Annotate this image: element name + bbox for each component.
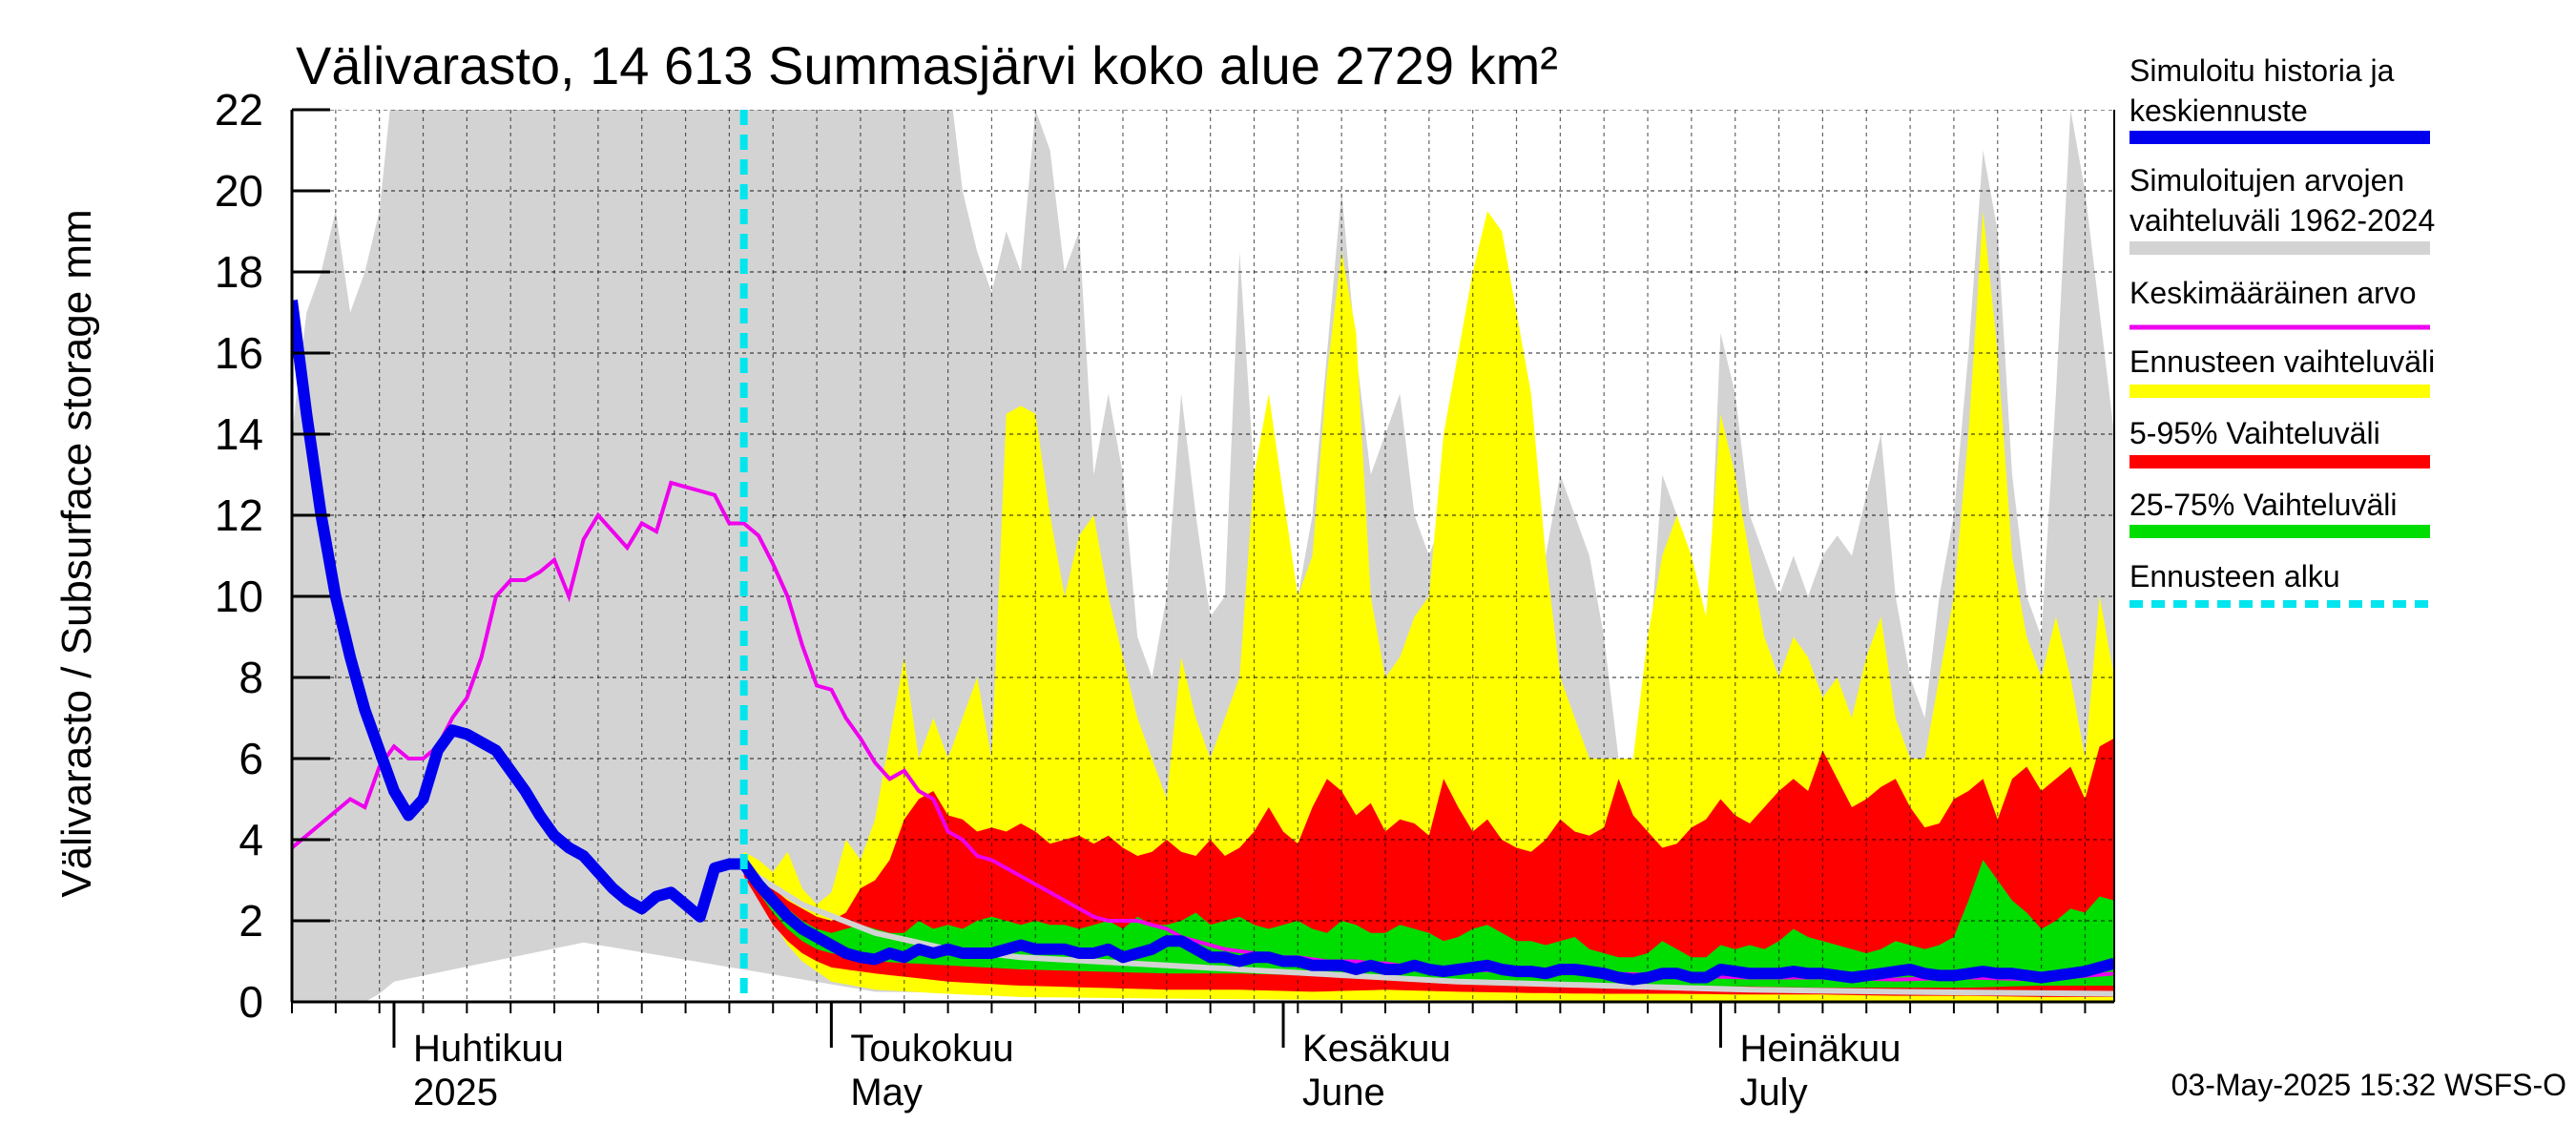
legend: Simuloitu historia ja keskiennuste Simuloi…: [2129, 53, 2435, 608]
y-tick-label: 16: [215, 328, 263, 378]
y-ticks: 0 2 4 6 8 10 12 14 16 18 20 22: [215, 85, 330, 1027]
y-tick-label: 22: [215, 85, 263, 135]
legend-label-line2: keskiennuste: [2129, 94, 2308, 128]
legend-label: Simuloitu historia ja: [2129, 53, 2395, 88]
y-tick-label: 0: [239, 977, 263, 1027]
footer-timestamp: 03-May-2025 15:32 WSFS-O: [2171, 1068, 2566, 1102]
y-tick-label: 2: [239, 896, 263, 946]
month-label: Toukokuu: [850, 1028, 1013, 1070]
month-label: May: [850, 1072, 923, 1114]
month-label: Huhtikuu: [413, 1028, 564, 1070]
legend-label: Ennusteen vaihteluväli: [2129, 344, 2435, 379]
month-label: Heinäkuu: [1739, 1028, 1901, 1070]
legend-label: Keskimääräinen arvo: [2129, 276, 2417, 310]
y-tick-label: 12: [215, 490, 263, 540]
y-tick-label: 14: [215, 409, 263, 459]
month-label: Kesäkuu: [1302, 1028, 1451, 1070]
grid-lines: [292, 110, 2114, 1002]
month-label: June: [1302, 1072, 1385, 1114]
y-tick-label: 18: [215, 247, 263, 297]
legend-label: Simuloitujen arvojen: [2129, 163, 2404, 198]
y-axis-label: Välivarasto / Subsurface storage mm: [53, 209, 100, 897]
month-label: July: [1739, 1072, 1807, 1114]
y-tick-label: 8: [239, 653, 263, 702]
history-mid-line: [742, 865, 2114, 997]
y-tick-label: 4: [239, 815, 263, 864]
legend-label: 5-95% Vaihteluväli: [2129, 416, 2380, 450]
legend-label: 25-75% Vaihteluväli: [2129, 488, 2397, 522]
y-tick-label: 6: [239, 734, 263, 783]
legend-label: Ennusteen alku: [2129, 559, 2340, 593]
chart-title: Välivarasto, 14 613 Summasjärvi koko alu…: [296, 35, 1558, 95]
month-label: 2025: [413, 1072, 498, 1114]
y-tick-label: 20: [215, 166, 263, 216]
legend-label-line2: vaihteluväli 1962-2024: [2129, 203, 2435, 238]
plot-area: [292, 110, 2114, 1002]
median-line: [292, 300, 2114, 986]
x-ticks: [291, 1002, 2087, 1013]
y-tick-label: 10: [215, 572, 263, 621]
